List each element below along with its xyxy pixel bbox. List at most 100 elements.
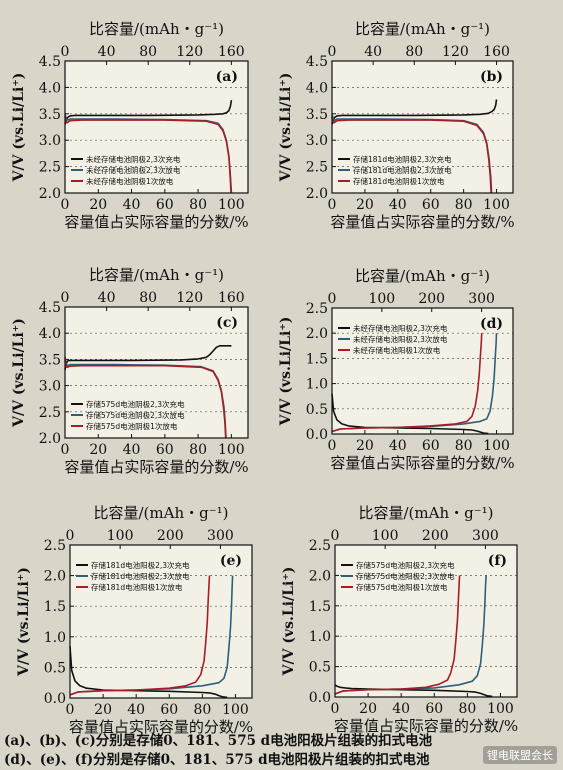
panel-f-legend-label: 存储575d电池阳极2,3次充电 (356, 560, 455, 570)
panel-e-letter: (e) (220, 553, 242, 569)
panel-e-legend-label: 存储181d电池阳极2,3次充电 (91, 560, 190, 570)
panel-b-top-tick-label: 120 (442, 44, 469, 60)
panel-d-legend-label: 未经存储电池阳极2,3次充电 (353, 323, 448, 333)
watermark-logo: 锂电联盟会长 (483, 746, 557, 764)
panel-d-top-tick-label: 0 (328, 291, 337, 307)
panel-b-legend-label: 存储181d电池阴极2,3次充电 (353, 154, 452, 164)
panel-b-top-tick-label: 40 (364, 44, 382, 60)
panel-d-ytick-label: 0.5 (306, 402, 328, 418)
panel-e-ytick-label: 2.5 (44, 538, 66, 554)
panel-d-ytick-label: 0.0 (306, 427, 328, 443)
panel-c-legend-label: 存储575d电池阴极2,3次充电 (86, 399, 185, 409)
panel-d-top-tick-label: 100 (368, 291, 395, 307)
panel-d-top-tick-label: 200 (418, 291, 445, 307)
panel-d-ytick-label: 2.5 (306, 301, 328, 317)
panel-e-ylabel: V/V (vs.Li/Li⁺) (16, 567, 32, 677)
panel-e-series-1-line (69, 645, 228, 699)
panel-f-top-axis-label: 比容量/(mAh・g⁻¹) (358, 504, 493, 522)
panel-c-ytick-label: 4.5 (39, 300, 61, 316)
panel-b-plot-area (332, 61, 513, 193)
panel-c-xlabel: 容量值占实际容量的分数/% (64, 458, 248, 476)
panel-b-top-tick-label: 160 (483, 44, 510, 60)
panel-a-xtick-label: 0 (61, 197, 70, 213)
panel-d-xlabel: 容量值占实际容量的分数/% (330, 454, 514, 472)
panel-e-top-axis-label: 比容量/(mAh・g⁻¹) (93, 504, 228, 522)
panel-e-ytick-label: 0.0 (44, 691, 66, 707)
panel-d-series-3-line (331, 333, 483, 433)
panel-d-letter: (d) (480, 316, 503, 332)
panel-f-ytick-label: 0.5 (309, 660, 331, 676)
panel-b-ytick-label: 2.0 (306, 186, 328, 202)
panel-d-ytick-label: 1.0 (306, 377, 328, 393)
panel-e-top-tick-label: 100 (107, 528, 134, 544)
panel-c-top-tick-label: 80 (139, 290, 157, 306)
panel-b-xtick-label: 80 (455, 197, 473, 213)
panel-f-xtick-label: 40 (392, 701, 410, 717)
panel-e-top-tick-label: 300 (207, 528, 234, 544)
panel-c-top-tick-label: 40 (98, 290, 116, 306)
panel-d-legend-label: 未经存储电池阳极1次放电 (353, 345, 441, 355)
panel-d-ytick-label: 1.5 (306, 351, 328, 367)
panel-a-xtick-label: 60 (156, 197, 174, 213)
panel-b-ytick-label: 3.5 (306, 107, 328, 123)
panel-c-top-axis-label: 比容量/(mAh・g⁻¹) (89, 266, 224, 284)
panel-b-legend-label: 存储181d电池阴极1次放电 (353, 176, 445, 186)
panel-f-ylabel: V/V (vs.Li/Li⁺) (281, 567, 297, 677)
panel-b-series-3-line (331, 116, 492, 194)
panel-c-legend-label: 存储575d电池阴极1次放电 (86, 421, 178, 431)
panel-f-xtick-label: 0 (331, 701, 340, 717)
panel-b-legend-label: 存储181d电池阴极2,3次放电 (353, 165, 452, 175)
panel-d-xtick-label: 60 (422, 438, 440, 454)
panel-f-legend-label: 存储575d电池阳极1次放电 (356, 582, 448, 592)
panel-e-xtick-label: 40 (127, 702, 145, 718)
panel-c-ytick-label: 3.0 (39, 379, 61, 395)
panel-d-top-axis-label: 比容量/(mAh・g⁻¹) (355, 267, 490, 285)
panel-d-xtick-label: 40 (389, 438, 407, 454)
panel-c-series-1-line (64, 344, 232, 371)
panel-a-series-1-line (64, 99, 233, 125)
panel-a-top-axis-label: 比容量/(mAh・g⁻¹) (89, 20, 224, 38)
panel-f-series-3-line (334, 575, 461, 695)
panel-a-ytick-label: 3.5 (39, 107, 61, 123)
panel-b-letter: (b) (480, 69, 503, 85)
panel-a-ytick-label: 3.0 (39, 133, 61, 149)
panel-f-ytick-label: 1.5 (309, 599, 331, 615)
panel-a-xtick-label: 40 (123, 197, 141, 213)
panel-b-series-1-line (331, 99, 498, 125)
panel-f-frame (334, 544, 518, 698)
panel-e-ytick-label: 1.0 (44, 630, 66, 646)
panel-e-xtick-label: 60 (160, 702, 178, 718)
panel-c-top-tick-label: 0 (61, 290, 70, 306)
panel-a-legend-label: 未经存储电池阴极1次放电 (86, 176, 174, 186)
panel-a-top-tick-label: 80 (139, 44, 157, 60)
panel-f-xtick-label: 20 (359, 701, 377, 717)
panel-e-top-tick-label: 0 (66, 528, 75, 544)
panel-f-ytick-label: 2.5 (309, 538, 331, 554)
panel-b-xtick-label: 0 (328, 197, 337, 213)
panel-c-top-tick-label: 120 (176, 290, 203, 306)
panel-a-ytick-label: 4.5 (39, 54, 61, 70)
panel-f-xtick-label: 60 (425, 701, 443, 717)
panel-e-plot-area (70, 545, 252, 698)
panel-b-xtick-label: 40 (389, 197, 407, 213)
panel-d-plot-area (332, 308, 513, 434)
panel-c-ytick-label: 3.5 (39, 352, 61, 368)
panel-f-ytick-label: 1.0 (309, 629, 331, 645)
panel-f-ytick-label: 0.0 (309, 690, 331, 706)
panel-d-legend-label: 未经存储电池阳极2,3次放电 (353, 334, 448, 344)
panel-d-ylabel: V/V (vs.Li/Li⁺) (278, 317, 294, 427)
panel-a-letter: (a) (216, 69, 238, 85)
panel-c-ylabel: V/V (vs.Li/Li⁺) (11, 318, 27, 428)
panel-e-ytick-label: 2.0 (44, 569, 66, 585)
panel-b-xtick-label: 60 (422, 197, 440, 213)
panel-e-legend-label: 存储181d电池阳极2,3次放电 (91, 571, 190, 581)
panel-c-letter: (c) (216, 315, 238, 331)
panel-b-xlabel: 容量值占实际容量的分数/% (330, 213, 514, 231)
panel-e-frame (69, 544, 253, 699)
panel-a-top-tick-label: 160 (218, 44, 245, 60)
panel-b-top-tick-label: 0 (328, 44, 337, 60)
panel-b-top-tick-label: 80 (405, 44, 423, 60)
panel-a-plot-area (65, 61, 248, 193)
panel-c-xtick-label: 60 (156, 442, 174, 458)
